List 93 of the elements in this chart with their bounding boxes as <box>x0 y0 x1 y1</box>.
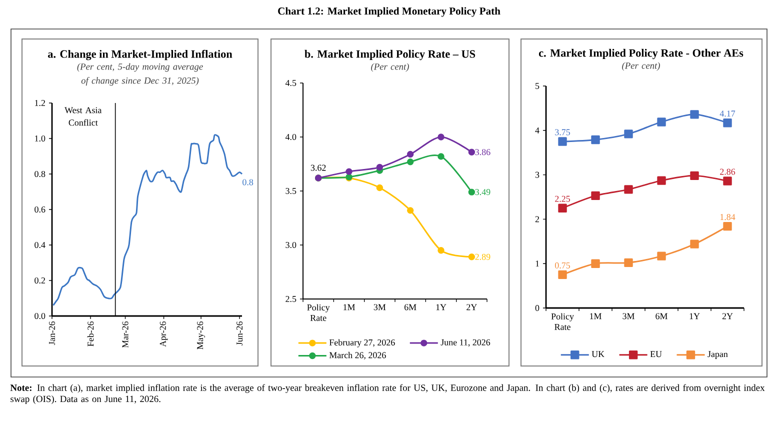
x-tick-label: 3M <box>622 313 634 320</box>
point <box>723 176 732 186</box>
y-tick-label: 4 <box>535 127 540 134</box>
x-tick-label: Jan-26 <box>48 321 56 345</box>
x-tick-label: 1M <box>590 313 602 320</box>
legend-label: Japan <box>708 351 728 359</box>
point <box>438 247 444 254</box>
point <box>406 207 414 214</box>
annotation: 3.62 <box>310 164 326 171</box>
point <box>723 222 732 231</box>
line-series <box>52 134 243 306</box>
chart-subtitle: (Per cent) <box>371 63 409 72</box>
point <box>558 137 567 146</box>
point <box>690 240 699 248</box>
x-tick-label: 1Y <box>690 313 700 320</box>
legend-label: UK <box>592 351 604 358</box>
y-tick-label: 0.8 <box>34 170 46 178</box>
chart-title: b. Market Implied Policy Rate – US <box>304 50 476 60</box>
x-tick-label: Apr-26 <box>160 321 168 347</box>
chart-subtitle: (Per cent, 5-day moving average of change since Dec 31, 2025) <box>77 63 203 86</box>
x-tick-label: 6M <box>656 313 668 320</box>
y-tick-label: 0 <box>535 304 540 312</box>
legend-label: June 11, 2026 <box>440 339 490 347</box>
data-label: 0.75 <box>555 262 570 268</box>
point <box>690 110 699 119</box>
y-tick-label: 1.0 <box>35 135 46 142</box>
data-label: 0.8 <box>242 179 254 186</box>
point <box>376 184 384 192</box>
y-tick-label: 2 <box>535 216 539 222</box>
x-tick-label: 1M <box>344 304 355 310</box>
point <box>624 130 633 138</box>
x-tick-label: Policy Rate <box>551 313 574 330</box>
x-tick-label: Feb-26 <box>87 321 94 346</box>
y-tick-label: 3.0 <box>286 242 296 248</box>
x-tick-label: 2Y <box>722 313 733 320</box>
point <box>657 252 666 260</box>
point <box>558 270 567 280</box>
y-tick-label: 1.2 <box>35 100 45 106</box>
x-tick-label: May-26 <box>197 321 205 350</box>
point <box>468 254 476 260</box>
point <box>468 148 476 156</box>
y-tick-label: 0.0 <box>34 312 46 320</box>
x-tick-label: Jun-26 <box>236 321 243 346</box>
x-tick-label: 3M <box>374 304 386 310</box>
y-tick-label: 3 <box>535 172 540 178</box>
x-tick-label: 2Y <box>466 304 477 310</box>
point <box>657 118 666 126</box>
y-tick-label: 0.2 <box>34 277 45 284</box>
data-label: 1.84 <box>720 214 736 220</box>
y-tick-label: 4.5 <box>285 80 296 86</box>
point <box>591 259 600 268</box>
point <box>438 153 444 160</box>
data-label: 3.86 <box>475 149 490 156</box>
ref-line-label: West Asia Conflict <box>64 107 102 126</box>
legend-label: March 26, 2026 <box>329 352 386 360</box>
point <box>438 134 444 140</box>
data-label: 2.89 <box>475 254 490 260</box>
chart-subtitle: (Per cent) <box>622 62 660 71</box>
data-label: 3.49 <box>475 189 490 196</box>
y-tick-label: 4.0 <box>285 134 296 140</box>
point <box>591 191 600 200</box>
point <box>723 118 732 128</box>
point <box>346 168 352 175</box>
point <box>690 171 699 180</box>
chart-title: a. Change in Market-Implied Inflation <box>48 50 232 60</box>
data-label: 3.75 <box>555 129 570 136</box>
x-tick-label: Policy Rate <box>307 304 330 321</box>
legend-label: February 27, 2026 <box>329 339 395 348</box>
data-label: 2.86 <box>720 168 736 175</box>
text: Chart 1.2: Market Implied Monetary Policy Path <box>278 7 500 17</box>
point <box>558 204 567 212</box>
x-tick-label: 6M <box>404 304 416 310</box>
data-label: 4.17 <box>720 110 736 117</box>
y-tick-label: 0.4 <box>34 242 46 248</box>
y-tick-label: 0.6 <box>34 206 46 213</box>
y-tick-label: 2.5 <box>286 296 296 302</box>
point <box>624 185 633 194</box>
point <box>376 164 384 171</box>
data-label: 2.25 <box>555 196 570 202</box>
point <box>657 176 666 185</box>
point <box>406 158 414 166</box>
chart-title: c. Market Implied Policy Rate - Other AEs <box>538 48 744 60</box>
y-tick-label: 1 <box>536 260 539 267</box>
point <box>624 258 633 268</box>
legend-label: EU <box>650 351 662 358</box>
x-tick-label: 1Y <box>436 304 446 310</box>
point <box>406 150 414 158</box>
x-tick-label: Mar-26 <box>122 321 128 348</box>
y-tick-label: 5 <box>536 83 540 89</box>
y-tick-label: 3.5 <box>286 188 296 194</box>
text: Note: In chart (a), market implied inflation rate is the average of two-year breakeven inflation rate for US, UK, Eurozone and Japan. In chart (b) and (c), rates are derived from overnight index swap (OIS). Data as on June 11, 2026. <box>10 384 765 404</box>
point <box>468 188 476 196</box>
point <box>591 135 600 144</box>
